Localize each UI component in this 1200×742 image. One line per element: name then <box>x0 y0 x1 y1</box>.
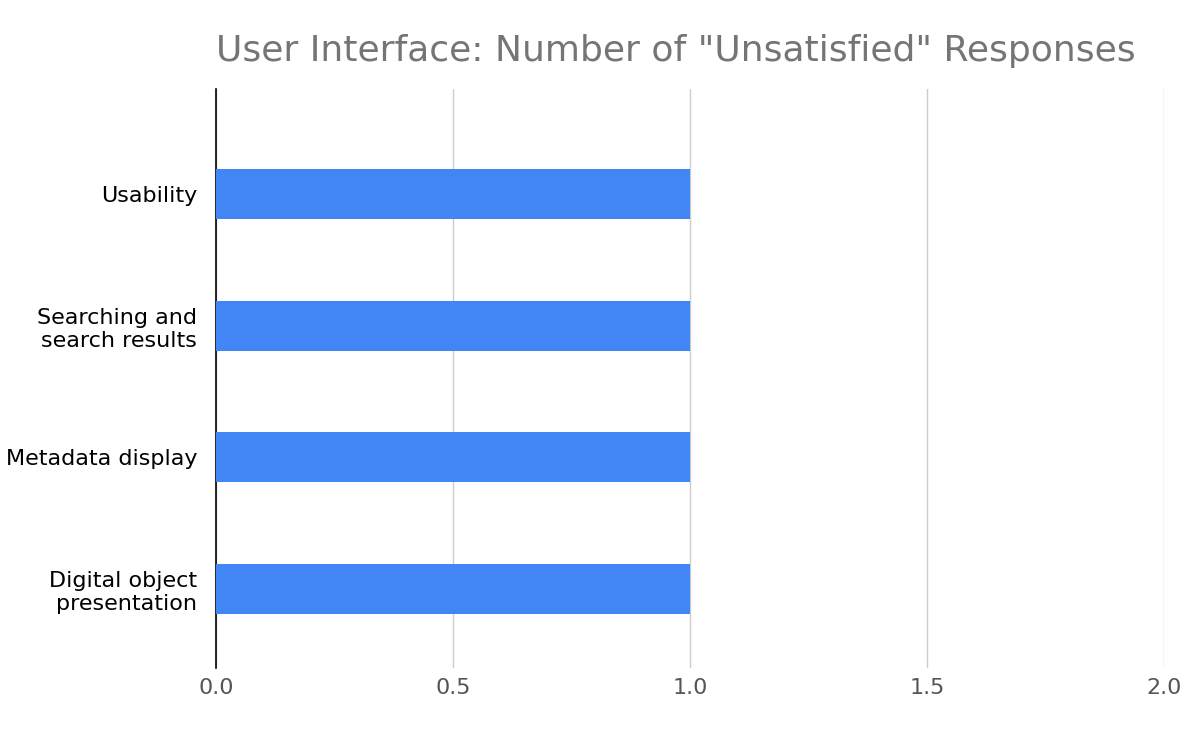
Bar <box>216 433 690 482</box>
Text: User Interface: Number of "Unsatisfied" Responses: User Interface: Number of "Unsatisfied" … <box>216 34 1135 68</box>
Bar <box>216 301 690 351</box>
Bar <box>216 564 690 614</box>
Bar <box>216 169 690 219</box>
